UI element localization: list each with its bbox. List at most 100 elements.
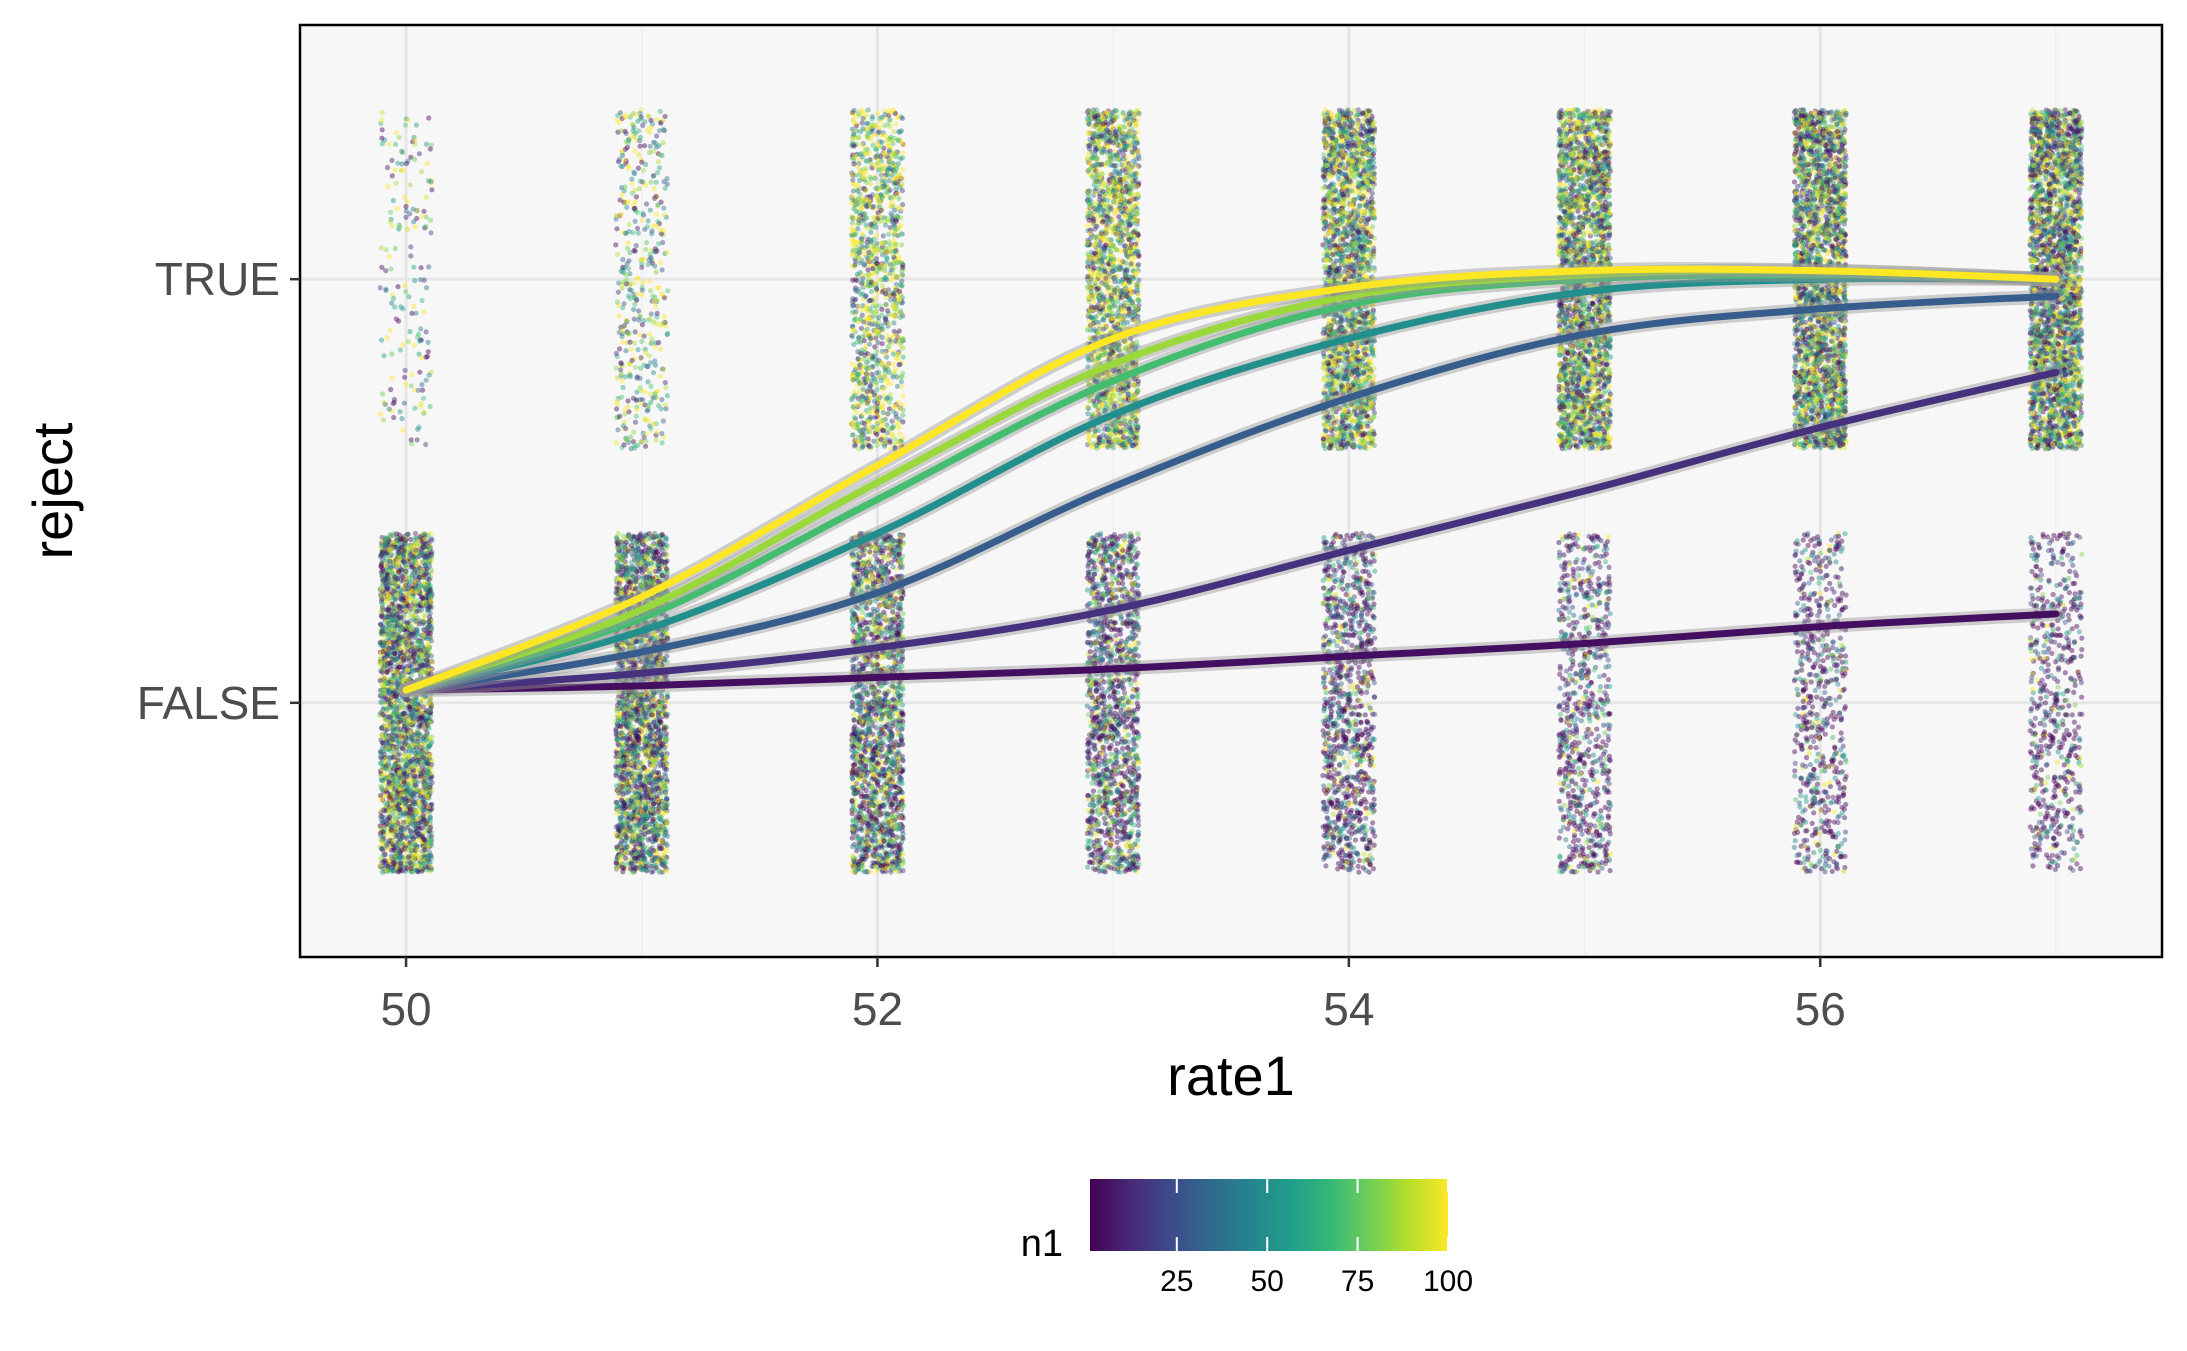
data-point xyxy=(416,352,421,357)
data-point xyxy=(393,246,398,251)
data-point xyxy=(388,328,393,333)
data-point xyxy=(421,209,426,214)
data-point xyxy=(409,372,414,377)
data-point xyxy=(398,409,403,414)
data-point xyxy=(402,283,407,288)
data-point xyxy=(389,301,394,306)
data-point xyxy=(419,169,424,174)
data-point xyxy=(428,218,433,223)
data-point xyxy=(394,181,399,186)
data-point xyxy=(423,442,428,447)
data-point xyxy=(425,354,430,359)
data-point xyxy=(420,298,425,303)
data-point xyxy=(393,142,398,147)
data-point xyxy=(424,142,429,147)
data-point xyxy=(428,146,433,151)
data-point xyxy=(418,404,423,409)
data-point xyxy=(400,168,405,173)
data-point xyxy=(424,195,429,200)
data-point xyxy=(403,289,408,294)
data-point xyxy=(416,425,421,430)
data-point xyxy=(381,417,386,422)
data-point xyxy=(406,294,411,299)
data-point xyxy=(379,338,384,343)
data-point xyxy=(397,224,402,229)
data-point xyxy=(384,247,389,252)
data-point xyxy=(424,215,429,220)
data-point xyxy=(399,149,404,154)
data-point xyxy=(404,208,409,213)
data-point xyxy=(422,278,427,283)
data-point xyxy=(414,122,419,127)
data-point xyxy=(379,245,384,250)
data-point xyxy=(388,387,393,392)
data-point xyxy=(390,375,395,380)
data-point xyxy=(388,266,393,271)
data-point xyxy=(406,117,411,122)
data-point xyxy=(399,416,404,421)
data-point xyxy=(389,223,394,228)
data-point xyxy=(428,230,433,235)
data-point xyxy=(422,410,427,415)
data-point xyxy=(378,411,383,416)
data-point xyxy=(421,309,426,314)
data-point xyxy=(417,370,422,375)
data-point xyxy=(411,265,416,270)
data-point xyxy=(409,311,414,316)
data-point xyxy=(380,127,385,132)
data-point xyxy=(416,388,421,393)
data-point xyxy=(405,227,410,232)
data-point xyxy=(412,224,417,229)
data-point xyxy=(419,214,424,219)
data-point xyxy=(412,278,417,283)
data-point xyxy=(421,396,426,401)
data-point xyxy=(426,264,431,269)
data-point xyxy=(406,339,411,344)
data-point xyxy=(394,130,399,135)
data-point xyxy=(391,198,396,203)
data-point xyxy=(386,142,391,147)
data-point xyxy=(411,304,416,309)
data-point xyxy=(408,182,413,187)
data-point xyxy=(385,335,390,340)
data-point xyxy=(412,406,417,411)
plot-panel xyxy=(300,25,2162,957)
data-point xyxy=(390,173,395,178)
data-point xyxy=(389,158,394,163)
data-point xyxy=(404,161,409,166)
data-point xyxy=(408,244,413,249)
data-point xyxy=(417,151,422,156)
data-point xyxy=(424,285,429,290)
data-point xyxy=(429,187,434,192)
data-point xyxy=(419,265,424,270)
data-point xyxy=(393,167,398,172)
data-point xyxy=(423,224,428,229)
data-point xyxy=(418,326,423,331)
data-point xyxy=(409,383,414,388)
data-point xyxy=(426,178,431,183)
data-point xyxy=(379,265,384,270)
data-point xyxy=(402,401,407,406)
data-point xyxy=(403,123,408,128)
data-point xyxy=(387,407,392,412)
data-point xyxy=(395,284,400,289)
data-point xyxy=(408,329,413,334)
data-point xyxy=(409,437,414,442)
data-point xyxy=(391,415,396,420)
data-point xyxy=(388,210,393,215)
data-point xyxy=(426,349,431,354)
data-point xyxy=(394,206,399,211)
data-point xyxy=(424,329,429,334)
data-point xyxy=(412,142,417,147)
data-point xyxy=(414,216,419,221)
data-point xyxy=(426,340,431,345)
data-point xyxy=(378,285,383,290)
data-point xyxy=(382,400,387,405)
data-point xyxy=(411,207,416,212)
data-point xyxy=(394,316,399,321)
data-point xyxy=(380,141,385,146)
data-point xyxy=(379,117,384,122)
data-point xyxy=(398,347,403,352)
data-point xyxy=(383,288,388,293)
